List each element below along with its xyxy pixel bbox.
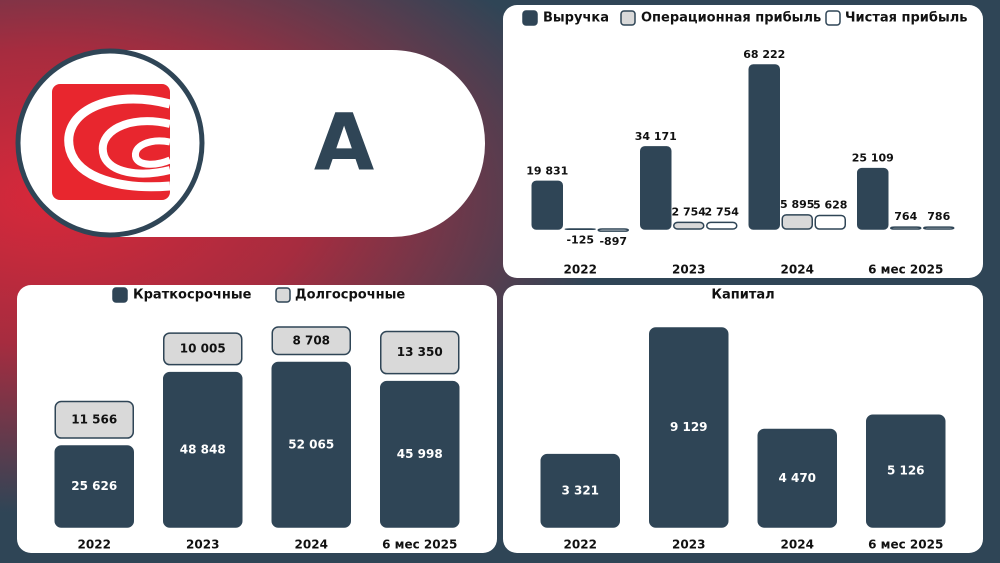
bar [757,428,837,528]
value-label: 10 005 [180,341,226,355]
value-label: 52 065 [288,437,334,451]
legend-label: Операционная прибыль [641,11,821,26]
x-tick-label: 2023 [672,538,705,552]
bar [748,64,780,230]
legend-label: Чистая прибыль [845,11,967,26]
legend-label: Краткосрочные [133,288,252,303]
value-label: 45 998 [397,447,443,461]
x-tick-label: 2023 [186,538,219,552]
value-label: -125 [566,233,594,246]
x-tick-label: 6 мес 2025 [868,263,943,277]
legend-swatch [275,287,291,303]
legend-swatch [825,10,841,26]
x-tick-label: 2022 [564,538,597,552]
ticker: A [314,98,374,188]
value-label: -897 [599,235,627,248]
bar [857,167,889,230]
bar-segment [271,326,351,356]
panel [503,285,983,553]
bar [814,214,846,230]
bar-segment [163,371,243,528]
bar [540,453,620,528]
bar [640,146,672,230]
value-label: 13 350 [397,345,443,359]
value-label: 34 171 [635,130,677,143]
value-label: 786 [927,210,950,223]
legend-label: Выручка [543,11,609,26]
x-tick-label: 2022 [78,538,111,552]
value-label: 5 628 [813,198,847,211]
bar-segment [380,330,460,375]
value-label: 5 126 [887,464,925,478]
bar-segment [271,361,351,528]
x-tick-label: 2024 [295,538,328,552]
x-tick-label: 2022 [564,263,597,277]
bar [531,180,563,230]
bar [923,226,955,230]
value-label: 5 895 [780,198,814,211]
value-label: 25 109 [852,152,894,165]
bar [890,226,922,230]
value-label: 19 831 [526,164,568,177]
value-label: 3 321 [561,483,599,497]
value-label: 4 470 [778,471,816,485]
bar-segment [54,400,134,439]
bar-segment [380,380,460,528]
value-label: 764 [894,210,917,223]
x-tick-label: 6 мес 2025 [868,538,943,552]
legend-swatch [620,10,636,26]
bar [706,221,738,230]
bar-segment [54,445,134,528]
chart-title: Капитал [711,288,774,303]
panel [17,285,497,553]
x-tick-label: 2024 [781,263,814,277]
bar [673,221,705,230]
bar [866,414,946,528]
legend-swatch [112,287,128,303]
value-label: 8 708 [292,333,330,347]
bar [781,214,813,230]
x-tick-label: 2024 [781,538,814,552]
bar-segment [163,332,243,366]
bar [649,327,729,528]
value-label: 68 222 [743,48,785,61]
value-label: 2 754 [705,205,740,218]
x-tick-label: 2023 [672,263,705,277]
value-label: 2 754 [672,205,707,218]
value-label: 25 626 [71,479,117,493]
legend-label: Долгосрочные [295,288,405,303]
x-tick-label: 6 мес 2025 [382,538,457,552]
logo-icon [52,84,172,200]
value-label: 11 566 [71,412,117,426]
bar [597,228,629,232]
legend-swatch [522,10,538,26]
value-label: 9 129 [670,420,708,434]
value-label: 48 848 [180,442,226,456]
